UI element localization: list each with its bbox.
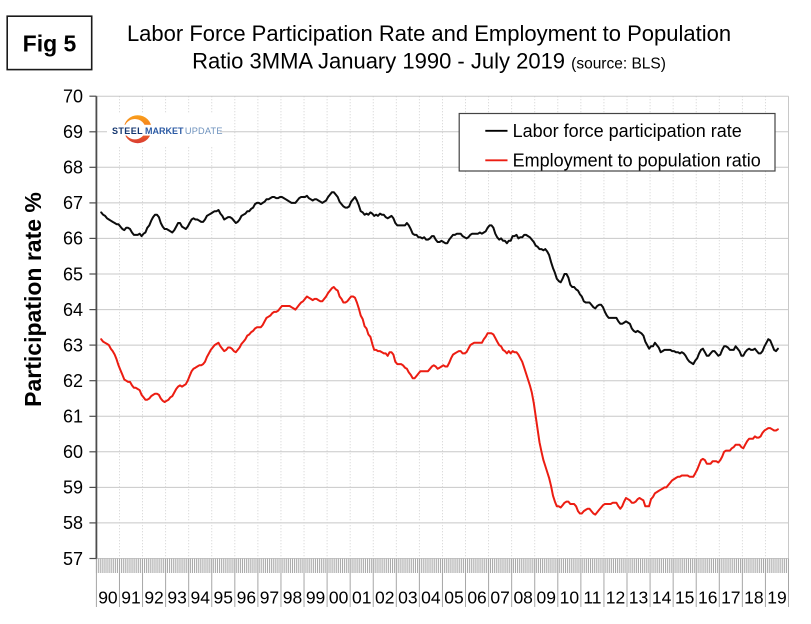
svg-text:66: 66 — [63, 229, 83, 249]
svg-text:STEEL: STEEL — [112, 126, 143, 136]
svg-text:68: 68 — [63, 158, 83, 178]
svg-text:98: 98 — [283, 588, 302, 608]
svg-text:92: 92 — [144, 588, 163, 608]
svg-text:08: 08 — [513, 588, 532, 608]
svg-text:67: 67 — [63, 193, 83, 213]
svg-text:94: 94 — [190, 588, 210, 608]
svg-text:93: 93 — [167, 588, 186, 608]
svg-text:64: 64 — [63, 300, 83, 320]
svg-text:57: 57 — [63, 549, 83, 569]
svg-text:05: 05 — [444, 588, 463, 608]
svg-text:15: 15 — [675, 588, 694, 608]
svg-text:63: 63 — [63, 335, 83, 355]
svg-text:Fig 5: Fig 5 — [23, 31, 77, 57]
svg-text:Labor force participation rate: Labor force participation rate — [513, 121, 742, 141]
svg-text:62: 62 — [63, 371, 83, 391]
svg-text:UPDATE: UPDATE — [185, 126, 223, 136]
svg-text:14: 14 — [652, 588, 672, 608]
svg-text:70: 70 — [63, 87, 83, 107]
svg-text:03: 03 — [398, 588, 417, 608]
svg-text:04: 04 — [421, 588, 441, 608]
svg-text:10: 10 — [560, 588, 580, 608]
svg-text:06: 06 — [467, 588, 486, 608]
svg-text:02: 02 — [375, 588, 394, 608]
svg-text:Ratio 3MMA January 1990 - July: Ratio 3MMA January 1990 - July 2019 (sou… — [192, 49, 666, 74]
svg-text:13: 13 — [629, 588, 648, 608]
svg-text:Labor Force Participation Rate: Labor Force Participation Rate and Emplo… — [127, 21, 731, 46]
svg-text:00: 00 — [329, 588, 349, 608]
svg-text:MARKET: MARKET — [145, 126, 184, 136]
svg-text:59: 59 — [63, 478, 83, 498]
svg-text:12: 12 — [606, 588, 625, 608]
svg-text:19: 19 — [767, 588, 786, 608]
svg-text:17: 17 — [721, 588, 740, 608]
svg-text:09: 09 — [537, 588, 556, 608]
svg-text:69: 69 — [63, 122, 83, 142]
svg-text:65: 65 — [63, 264, 83, 284]
svg-text:61: 61 — [63, 407, 83, 427]
svg-text:Participation rate %: Participation rate % — [20, 192, 46, 407]
svg-text:97: 97 — [260, 588, 279, 608]
svg-text:16: 16 — [698, 588, 717, 608]
svg-text:11: 11 — [583, 588, 601, 608]
svg-text:95: 95 — [214, 588, 233, 608]
svg-text:99: 99 — [306, 588, 325, 608]
svg-text:91: 91 — [121, 588, 140, 608]
svg-text:96: 96 — [237, 588, 256, 608]
svg-text:58: 58 — [63, 513, 83, 533]
svg-text:07: 07 — [490, 588, 509, 608]
svg-text:Employment to population ratio: Employment to population ratio — [513, 151, 761, 171]
svg-text:01: 01 — [352, 588, 371, 608]
svg-text:90: 90 — [98, 588, 118, 608]
svg-text:18: 18 — [744, 588, 763, 608]
svg-text:60: 60 — [63, 442, 83, 462]
